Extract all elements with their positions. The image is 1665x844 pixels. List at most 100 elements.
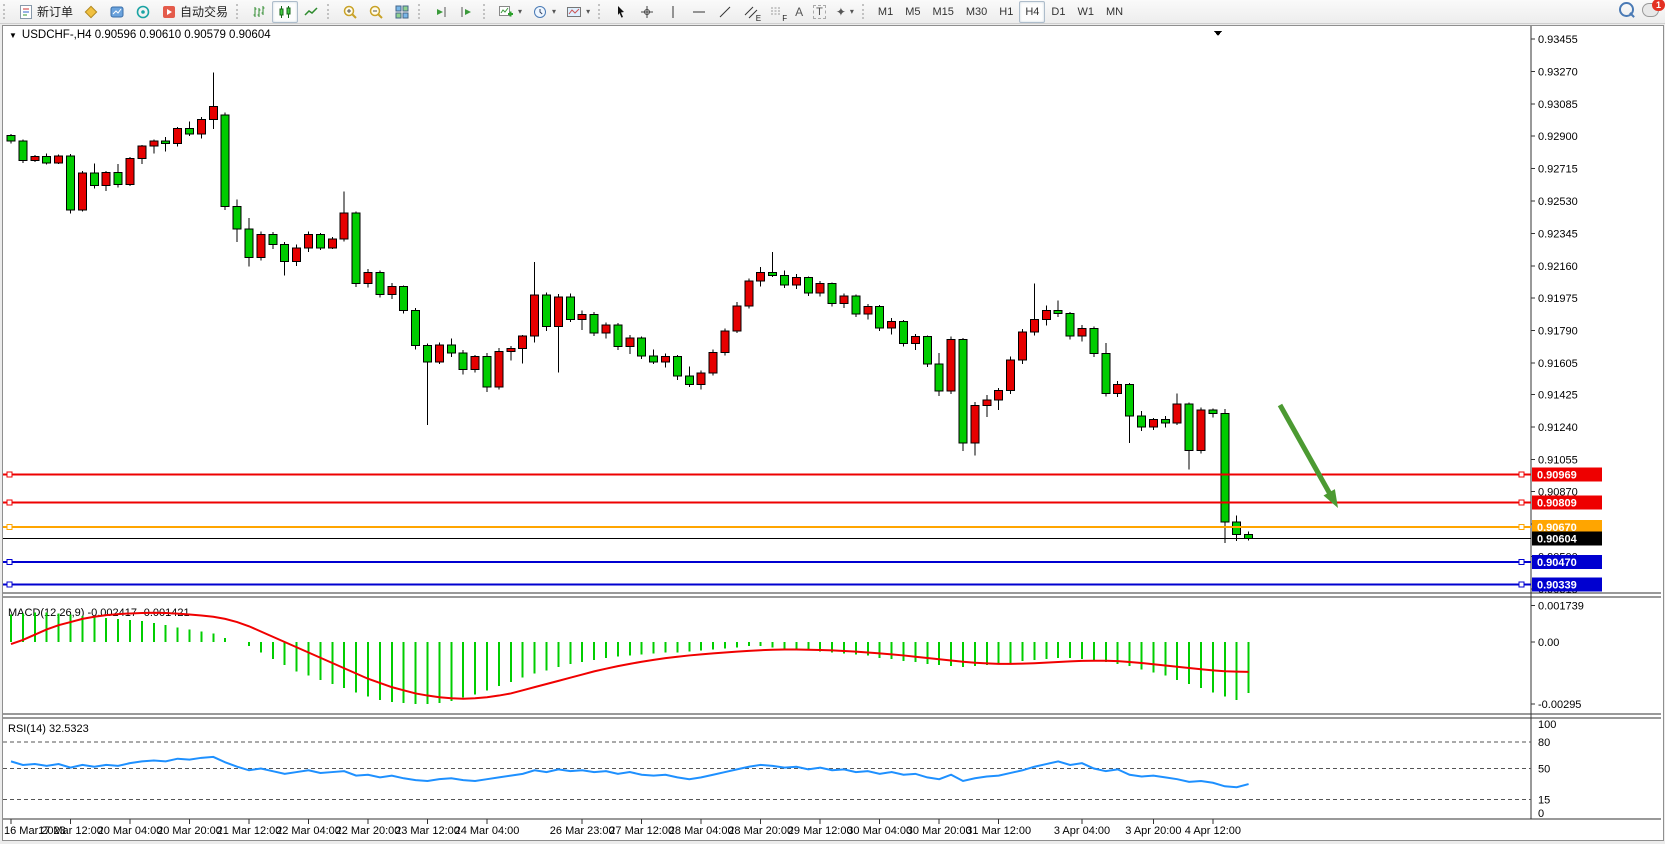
svg-text:22 Mar 20:00: 22 Mar 20:00 — [336, 825, 401, 837]
support-panel-icon — [109, 4, 125, 20]
timeframe-m1-button[interactable]: M1 — [877, 5, 894, 18]
chart-window: ▼ USDCHF-,H4 0.90596 0.90610 0.90579 0.9… — [2, 25, 1664, 841]
template-button[interactable]: ▾ — [561, 1, 595, 23]
indicators-button[interactable]: ▾ — [493, 1, 527, 23]
dropdown-arrow-icon: ▾ — [552, 7, 557, 16]
macd-indicator — [10, 611, 1250, 704]
chart-shift-icon — [433, 4, 449, 20]
annotation-arrow[interactable] — [1277, 403, 1338, 508]
svg-text:0.92160: 0.92160 — [1538, 261, 1578, 273]
svg-text:0.91790: 0.91790 — [1538, 326, 1578, 338]
svg-text:28 Mar 04:00: 28 Mar 04:00 — [669, 825, 734, 837]
candlestick-chart-icon — [277, 4, 293, 20]
text-tool-icon: A — [795, 4, 804, 19]
main-toolbar: 新订单 自动交易 — [0, 0, 1665, 24]
horizontal-line-icon — [691, 4, 707, 20]
timeframe-m5-button[interactable]: M5 — [905, 5, 921, 18]
template-icon — [566, 4, 582, 20]
level-lines[interactable] — [3, 471, 1531, 588]
horizontal-line-tool-button[interactable] — [686, 1, 712, 23]
svg-text:30 Mar 04:00: 30 Mar 04:00 — [847, 825, 912, 837]
signal-button[interactable] — [130, 1, 156, 23]
gold-button[interactable] — [78, 1, 104, 23]
support-button[interactable] — [104, 1, 130, 23]
zoom-in-button[interactable] — [337, 1, 363, 23]
macd-axis: 0.001739 0.00 -0.00295 — [1531, 600, 1584, 711]
zoom-out-button[interactable] — [363, 1, 389, 23]
svg-text:0.91975: 0.91975 — [1538, 293, 1578, 305]
new-order-label: 新订单 — [37, 5, 74, 19]
chart-title-text: USDCHF-,H4 0.90596 0.90610 0.90579 0.906… — [21, 29, 271, 41]
timeframe-h4-button[interactable]: H4 — [1019, 0, 1046, 23]
timeframe-m15-button[interactable]: M15 — [932, 5, 954, 18]
auto-scroll-button[interactable] — [454, 1, 480, 23]
macd-label: MACD(12,26,9) -0.002417 -0.001421 — [8, 607, 190, 619]
chart-canvas[interactable]: MACD(12,26,9) -0.002417 -0.001421 RSI(14… — [3, 26, 1661, 838]
autotrading-icon — [161, 4, 177, 20]
autotrading-button[interactable]: 自动交易 — [156, 1, 233, 23]
rsi-label: RSI(14) 32.5323 — [8, 723, 89, 735]
arrows-tool-button[interactable]: ✦ ▾ — [831, 1, 859, 23]
svg-text:24 Mar 04:00: 24 Mar 04:00 — [455, 825, 520, 837]
zoom-in-icon — [342, 4, 358, 20]
candlestick-chart-button[interactable] — [272, 0, 299, 23]
text-tool-button[interactable]: A — [790, 1, 808, 23]
fibo-letter: F — [782, 13, 788, 23]
svg-text:3 Apr 20:00: 3 Apr 20:00 — [1125, 825, 1181, 837]
toolbar-grip — [483, 4, 490, 19]
svg-text:16 Mar 2023: 16 Mar 2023 — [4, 825, 66, 837]
label-tool-button[interactable]: T — [808, 1, 831, 23]
timeframe-d1-button[interactable]: D1 — [1051, 5, 1066, 18]
new-order-button[interactable]: 新订单 — [13, 1, 78, 23]
period-button[interactable]: ▾ — [527, 1, 561, 23]
arrows-tool-icon: ✦ — [835, 4, 846, 19]
fibonacci-tool-button[interactable]: F — [764, 1, 790, 23]
fibonacci-icon: F — [769, 4, 788, 23]
panel-borders — [3, 26, 1661, 820]
bar-chart-button[interactable] — [246, 1, 272, 23]
cursor-tool-button[interactable] — [608, 1, 634, 23]
chart-shift-button[interactable] — [428, 1, 454, 23]
toolbar-grip — [598, 4, 605, 19]
timeframe-mn-button[interactable]: MN — [1105, 5, 1124, 18]
timeframe-w1-button[interactable]: W1 — [1077, 5, 1094, 18]
channel-tool-button[interactable]: E — [738, 1, 764, 23]
svg-text:15: 15 — [1538, 795, 1550, 807]
channel-letter: E — [755, 13, 762, 23]
toolbar-grip — [418, 4, 425, 19]
timeframe-h1-button[interactable]: H1 — [999, 5, 1014, 18]
svg-text:26 Mar 23:00: 26 Mar 23:00 — [550, 825, 615, 837]
svg-text:0.93085: 0.93085 — [1538, 99, 1578, 111]
svg-text:31 Mar 12:00: 31 Mar 12:00 — [966, 825, 1031, 837]
notification-badge: 1 — [1651, 0, 1665, 11]
svg-text:-0.00295: -0.00295 — [1538, 699, 1581, 711]
chart-shift-marker[interactable] — [1214, 31, 1222, 36]
svg-text:28 Mar 20:00: 28 Mar 20:00 — [728, 825, 793, 837]
timeframe-m30-button[interactable]: M30 — [965, 5, 988, 18]
svg-text:21 Mar 12:00: 21 Mar 12:00 — [217, 825, 282, 837]
bar-chart-icon — [251, 4, 267, 20]
svg-text:0.92530: 0.92530 — [1538, 196, 1578, 208]
search-icon[interactable] — [1619, 2, 1634, 17]
rsi-indicator — [10, 755, 1249, 789]
rsi-axis: 100 80 50 150 — [3, 719, 1556, 820]
vertical-line-tool-button[interactable] — [660, 1, 686, 23]
equidistant-channel-icon: E — [743, 4, 762, 23]
svg-text:30 Mar 20:00: 30 Mar 20:00 — [907, 825, 972, 837]
svg-text:0.93270: 0.93270 — [1538, 66, 1578, 78]
svg-text:0.90969: 0.90969 — [1537, 469, 1577, 481]
notifications-icon[interactable]: 1 — [1642, 0, 1665, 17]
autotrading-label: 自动交易 — [180, 5, 229, 19]
symbol-dropdown-icon[interactable]: ▼ — [9, 30, 17, 40]
svg-text:29 Mar 12:00: 29 Mar 12:00 — [788, 825, 853, 837]
crosshair-tool-button[interactable] — [634, 1, 660, 23]
tile-windows-button[interactable] — [389, 1, 415, 23]
svg-text:0.91055: 0.91055 — [1538, 454, 1578, 466]
line-chart-button[interactable] — [298, 1, 324, 23]
candlesticks — [6, 72, 1254, 543]
trendline-tool-button[interactable] — [712, 1, 738, 23]
vertical-line-icon — [665, 4, 681, 20]
zoom-out-icon — [368, 4, 384, 20]
